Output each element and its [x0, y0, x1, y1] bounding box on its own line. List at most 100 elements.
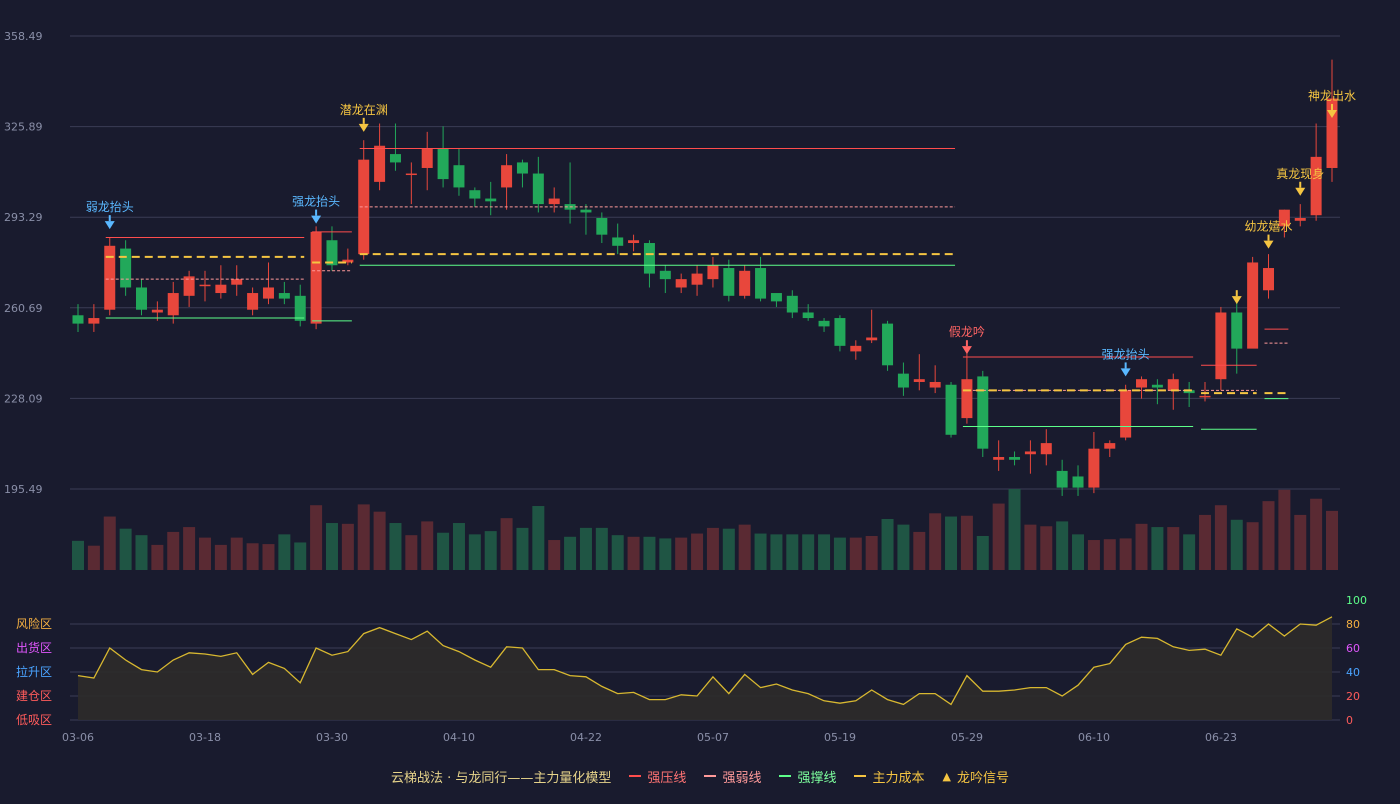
volume-bar	[198, 537, 211, 570]
volume-bar	[516, 527, 529, 570]
volume-bar	[1278, 489, 1291, 570]
candle-body	[834, 318, 846, 346]
signal-annotation-label: 强龙抬头	[292, 195, 340, 209]
volume-bar	[468, 534, 481, 570]
price-tick-label: 325.89	[4, 121, 43, 134]
candle-body	[342, 259, 354, 263]
volume-bar	[770, 534, 783, 570]
osc-tick-label: 60	[1346, 642, 1360, 655]
volume-bar	[1167, 527, 1180, 570]
volume-bar	[548, 540, 561, 570]
down-arrow-icon	[104, 221, 115, 230]
candle-body	[104, 245, 116, 310]
osc-tick-label: 80	[1346, 618, 1360, 631]
legend-label-main-cost: 主力成本	[872, 770, 925, 786]
osc-zone-label: 拉升区	[16, 664, 52, 679]
candle-body	[945, 384, 957, 435]
x-tick-label: 06-23	[1205, 731, 1237, 744]
volume-bar	[1056, 521, 1069, 570]
candle-body	[501, 165, 513, 188]
candle-body	[278, 293, 290, 299]
volume-bar	[1103, 539, 1116, 570]
osc-tick-label: 40	[1346, 666, 1360, 679]
volume-bar	[976, 535, 989, 570]
candle-body	[1199, 395, 1211, 398]
candle-body	[294, 295, 306, 321]
volume-bar	[818, 534, 831, 570]
down-arrow-icon	[1327, 109, 1337, 118]
legend-label-support-line: 强撑线	[797, 770, 837, 786]
candle-body	[993, 457, 1005, 460]
volume-bar	[294, 542, 307, 570]
candle-body	[1104, 443, 1116, 449]
candle-body	[516, 162, 528, 174]
volume-bar	[1199, 514, 1212, 570]
candle-body	[1294, 218, 1306, 221]
volume-bar	[1326, 510, 1338, 570]
candle-body	[548, 198, 560, 205]
candle-body	[755, 268, 767, 299]
legend-label-strength-line: 强弱线	[722, 770, 762, 786]
volume-bar	[691, 533, 704, 570]
candle-body	[1024, 451, 1036, 455]
down-arrow-icon	[1263, 240, 1274, 249]
candle-body	[151, 309, 163, 313]
chart-legend: 云梯战法 · 与龙同行——主力量化模型 强压线 强弱线 强撑线 主力成本 ▲ 龙…	[0, 766, 1400, 786]
signal-annotation-label: 强龙抬头	[1102, 347, 1150, 361]
volume-bar	[706, 527, 719, 570]
candle-body	[326, 240, 338, 266]
candle-body	[231, 279, 243, 285]
candle-body	[913, 379, 925, 382]
price-tick-label: 195.49	[4, 483, 43, 496]
candle-body	[1231, 312, 1243, 349]
volume-bar	[849, 537, 862, 570]
candle-body	[1278, 209, 1290, 227]
candle-body	[167, 293, 179, 316]
down-arrow-icon	[961, 346, 972, 355]
volume-bar	[103, 516, 116, 570]
candle-body	[691, 273, 703, 285]
volume-bar	[738, 524, 751, 570]
price-tick-label: 260.69	[4, 302, 43, 315]
candle-body	[469, 190, 481, 199]
volume-bar	[1246, 522, 1259, 570]
volume-bar	[754, 533, 767, 570]
candle-body	[199, 284, 211, 287]
candle-body	[628, 240, 640, 244]
osc-tick-label: 100	[1346, 594, 1367, 607]
candle-body	[802, 312, 814, 319]
candle-body	[580, 209, 592, 213]
candle-body	[675, 279, 687, 288]
volume-bar	[1008, 489, 1021, 570]
legend-title: 云梯战法 · 与龙同行——主力量化模型	[391, 770, 612, 786]
volume-bar	[881, 518, 894, 570]
volume-bar	[722, 528, 735, 570]
volume-bar	[1040, 526, 1053, 570]
candle-body	[1009, 457, 1021, 460]
volume-bar	[230, 537, 243, 570]
x-tick-label: 04-10	[443, 731, 475, 744]
candle-body	[866, 337, 878, 341]
candle-body	[882, 323, 894, 366]
candle-body	[850, 345, 862, 352]
volume-bar	[1294, 514, 1307, 570]
candle-body	[247, 293, 259, 310]
volume-bar	[802, 534, 815, 570]
legend-item-support-line: 强撑线	[779, 767, 836, 786]
volume-bar	[992, 503, 1005, 570]
volume-bar	[421, 521, 434, 570]
osc-zone-label: 低吸区	[16, 713, 52, 727]
candle-body	[135, 287, 147, 310]
volume-bar	[833, 537, 846, 570]
volume-bar	[1151, 527, 1164, 570]
volume-bar	[532, 506, 545, 570]
volume-bar	[437, 532, 450, 570]
candle-body	[1056, 470, 1068, 488]
candle-body	[1183, 390, 1195, 394]
candle-body	[1120, 390, 1132, 438]
candle-body	[1151, 384, 1163, 388]
candle-body	[596, 218, 608, 235]
candle-body	[358, 159, 370, 255]
candle-body	[977, 376, 989, 449]
volume-bar	[1135, 523, 1148, 570]
